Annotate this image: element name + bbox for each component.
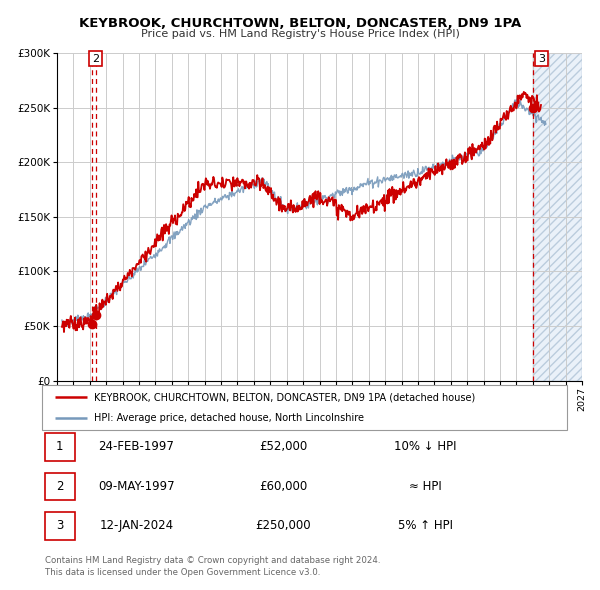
Text: Price paid vs. HM Land Registry's House Price Index (HPI): Price paid vs. HM Land Registry's House … xyxy=(140,30,460,39)
Text: KEYBROOK, CHURCHTOWN, BELTON, DONCASTER, DN9 1PA (detached house): KEYBROOK, CHURCHTOWN, BELTON, DONCASTER,… xyxy=(95,392,476,402)
Text: KEYBROOK, CHURCHTOWN, BELTON, DONCASTER, DN9 1PA: KEYBROOK, CHURCHTOWN, BELTON, DONCASTER,… xyxy=(79,17,521,30)
Text: ≈ HPI: ≈ HPI xyxy=(409,480,442,493)
Text: 09-MAY-1997: 09-MAY-1997 xyxy=(98,480,175,493)
Bar xyxy=(44,433,75,461)
Text: 3: 3 xyxy=(56,519,64,533)
Text: £60,000: £60,000 xyxy=(259,480,308,493)
Bar xyxy=(533,53,582,381)
Text: 2: 2 xyxy=(56,480,64,493)
Text: 2: 2 xyxy=(92,54,99,64)
Text: £250,000: £250,000 xyxy=(256,519,311,533)
Text: HPI: Average price, detached house, North Lincolnshire: HPI: Average price, detached house, Nort… xyxy=(95,412,365,422)
Text: 12-JAN-2024: 12-JAN-2024 xyxy=(100,519,173,533)
Text: £52,000: £52,000 xyxy=(259,440,308,454)
Text: 10% ↓ HPI: 10% ↓ HPI xyxy=(394,440,457,454)
Text: 1: 1 xyxy=(56,440,64,454)
Text: 3: 3 xyxy=(538,54,545,64)
Bar xyxy=(44,512,75,540)
Bar xyxy=(44,473,75,500)
Bar xyxy=(533,53,582,381)
Text: 5% ↑ HPI: 5% ↑ HPI xyxy=(398,519,453,533)
Text: 24-FEB-1997: 24-FEB-1997 xyxy=(98,440,175,454)
Text: Contains HM Land Registry data © Crown copyright and database right 2024.
This d: Contains HM Land Registry data © Crown c… xyxy=(45,556,380,576)
